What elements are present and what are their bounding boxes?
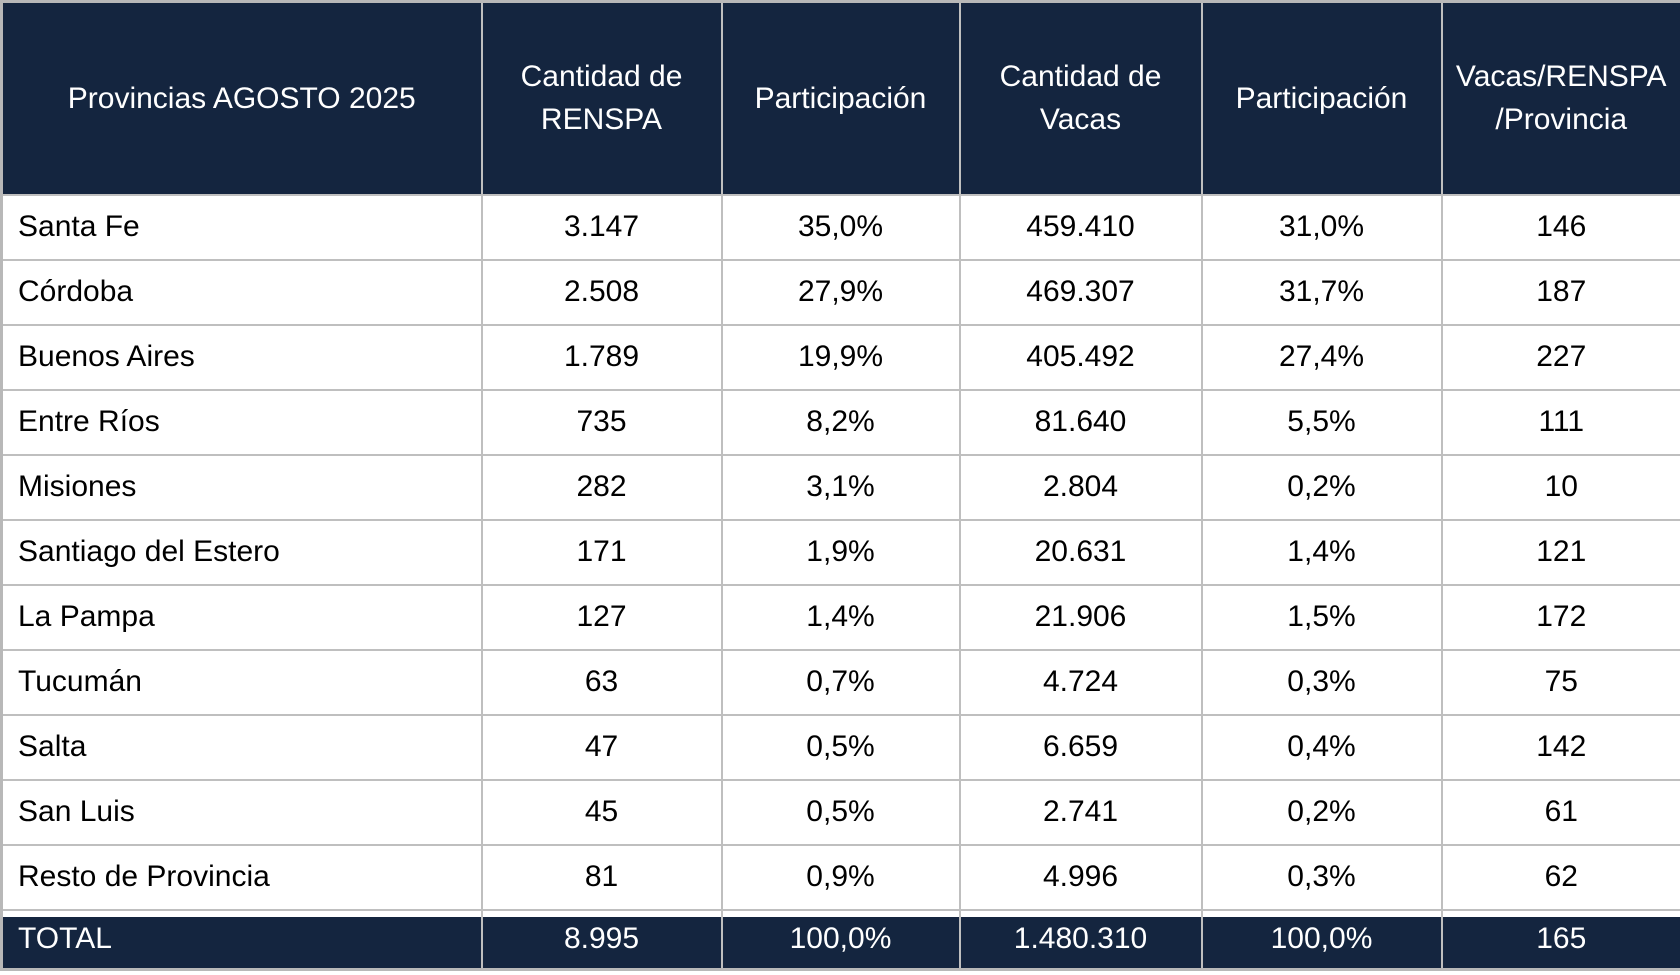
total-label: TOTAL — [0, 908, 483, 971]
cantidad-renspa-cell: 3.147 — [480, 193, 723, 261]
vacas-renspa-provincia-cell: 187 — [1440, 258, 1680, 326]
table-header: Provincias AGOSTO 2025 Cantidad de RENSP… — [0, 0, 1680, 196]
cantidad-renspa-cell: 47 — [480, 713, 723, 781]
column-header-provincias: Provincias AGOSTO 2025 — [0, 0, 483, 196]
cantidad-vacas-cell: 469.307 — [958, 258, 1203, 326]
total-participacion-renspa: 100,0% — [720, 908, 961, 971]
province-cell: Tucumán — [0, 648, 483, 716]
participacion-renspa-cell: 0,7% — [720, 648, 961, 716]
column-header-cantidad-vacas: Cantidad de Vacas — [958, 0, 1203, 196]
vacas-renspa-provincia-cell: 61 — [1440, 778, 1680, 846]
vacas-renspa-provincia-cell: 111 — [1440, 388, 1680, 456]
province-cell: San Luis — [0, 778, 483, 846]
province-cell: Salta — [0, 713, 483, 781]
cantidad-vacas-cell: 81.640 — [958, 388, 1203, 456]
province-cell: Resto de Provincia — [0, 843, 483, 911]
total-row: TOTAL 8.995 100,0% 1.480.310 100,0% 165 — [0, 908, 1680, 971]
table-row: San Luis 45 0,5% 2.741 0,2% 61 — [0, 778, 1680, 846]
participacion-renspa-cell: 0,9% — [720, 843, 961, 911]
table-footer: TOTAL 8.995 100,0% 1.480.310 100,0% 165 — [0, 908, 1680, 971]
column-header-vacas-renspa-provincia: Vacas/RENSPA /Provincia — [1440, 0, 1680, 196]
table-row: Tucumán 63 0,7% 4.724 0,3% 75 — [0, 648, 1680, 716]
table-row: Salta 47 0,5% 6.659 0,4% 142 — [0, 713, 1680, 781]
participacion-vacas-cell: 27,4% — [1200, 323, 1443, 391]
cantidad-vacas-cell: 2.804 — [958, 453, 1203, 521]
participacion-renspa-cell: 0,5% — [720, 778, 961, 846]
table-row: Córdoba 2.508 27,9% 469.307 31,7% 187 — [0, 258, 1680, 326]
table-row: Entre Ríos 735 8,2% 81.640 5,5% 111 — [0, 388, 1680, 456]
cantidad-renspa-cell: 735 — [480, 388, 723, 456]
participacion-vacas-cell: 0,4% — [1200, 713, 1443, 781]
cantidad-vacas-cell: 4.996 — [958, 843, 1203, 911]
cantidad-vacas-cell: 21.906 — [958, 583, 1203, 651]
vacas-renspa-provincia-cell: 121 — [1440, 518, 1680, 586]
table-row: Misiones 282 3,1% 2.804 0,2% 10 — [0, 453, 1680, 521]
cantidad-vacas-cell: 6.659 — [958, 713, 1203, 781]
participacion-renspa-cell: 19,9% — [720, 323, 961, 391]
total-vacas-renspa-provincia: 165 — [1440, 908, 1680, 971]
table-row: Buenos Aires 1.789 19,9% 405.492 27,4% 227 — [0, 323, 1680, 391]
vacas-renspa-provincia-cell: 75 — [1440, 648, 1680, 716]
cantidad-renspa-cell: 282 — [480, 453, 723, 521]
total-cantidad-renspa: 8.995 — [480, 908, 723, 971]
participacion-renspa-cell: 0,5% — [720, 713, 961, 781]
participacion-vacas-cell: 5,5% — [1200, 388, 1443, 456]
cantidad-vacas-cell: 2.741 — [958, 778, 1203, 846]
table-body: Santa Fe 3.147 35,0% 459.410 31,0% 146 Córdoba… — [0, 193, 1680, 911]
province-cell: Santa Fe — [0, 193, 483, 261]
total-participacion-vacas: 100,0% — [1200, 908, 1443, 971]
participacion-vacas-cell: 0,3% — [1200, 648, 1443, 716]
province-cell: Santiago del Estero — [0, 518, 483, 586]
cantidad-renspa-cell: 45 — [480, 778, 723, 846]
participacion-renspa-cell: 27,9% — [720, 258, 961, 326]
table-row: La Pampa 127 1,4% 21.906 1,5% 172 — [0, 583, 1680, 651]
column-header-participacion-vacas: Participación — [1200, 0, 1443, 196]
province-cell: Buenos Aires — [0, 323, 483, 391]
participacion-vacas-cell: 0,3% — [1200, 843, 1443, 911]
column-header-participacion-renspa: Participación — [720, 0, 961, 196]
vacas-renspa-provincia-cell: 146 — [1440, 193, 1680, 261]
table-row: Santa Fe 3.147 35,0% 459.410 31,0% 146 — [0, 193, 1680, 261]
participacion-renspa-cell: 35,0% — [720, 193, 961, 261]
cantidad-vacas-cell: 459.410 — [958, 193, 1203, 261]
table-row: Santiago del Estero 171 1,9% 20.631 1,4% 121 — [0, 518, 1680, 586]
participacion-renspa-cell: 1,4% — [720, 583, 961, 651]
participacion-vacas-cell: 0,2% — [1200, 453, 1443, 521]
participacion-vacas-cell: 31,7% — [1200, 258, 1443, 326]
vacas-renspa-provincia-cell: 172 — [1440, 583, 1680, 651]
province-cell: Entre Ríos — [0, 388, 483, 456]
participacion-vacas-cell: 1,4% — [1200, 518, 1443, 586]
cantidad-renspa-cell: 81 — [480, 843, 723, 911]
cantidad-vacas-cell: 405.492 — [958, 323, 1203, 391]
participacion-renspa-cell: 8,2% — [720, 388, 961, 456]
vacas-renspa-provincia-cell: 62 — [1440, 843, 1680, 911]
cantidad-renspa-cell: 1.789 — [480, 323, 723, 391]
table-row: Resto de Provincia 81 0,9% 4.996 0,3% 62 — [0, 843, 1680, 911]
cantidad-vacas-cell: 4.724 — [958, 648, 1203, 716]
cantidad-renspa-cell: 127 — [480, 583, 723, 651]
vacas-renspa-provincia-cell: 10 — [1440, 453, 1680, 521]
participacion-vacas-cell: 31,0% — [1200, 193, 1443, 261]
total-cantidad-vacas: 1.480.310 — [958, 908, 1203, 971]
cantidad-renspa-cell: 63 — [480, 648, 723, 716]
column-header-cantidad-renspa: Cantidad de RENSPA — [480, 0, 723, 196]
participacion-vacas-cell: 0,2% — [1200, 778, 1443, 846]
province-cell: La Pampa — [0, 583, 483, 651]
participacion-renspa-cell: 3,1% — [720, 453, 961, 521]
vacas-renspa-provincia-cell: 227 — [1440, 323, 1680, 391]
vacas-renspa-provincia-cell: 142 — [1440, 713, 1680, 781]
participacion-vacas-cell: 1,5% — [1200, 583, 1443, 651]
cantidad-renspa-cell: 2.508 — [480, 258, 723, 326]
cantidad-vacas-cell: 20.631 — [958, 518, 1203, 586]
header-row: Provincias AGOSTO 2025 Cantidad de RENSP… — [0, 0, 1680, 196]
cantidad-renspa-cell: 171 — [480, 518, 723, 586]
participacion-renspa-cell: 1,9% — [720, 518, 961, 586]
province-cell: Misiones — [0, 453, 483, 521]
province-cell: Córdoba — [0, 258, 483, 326]
